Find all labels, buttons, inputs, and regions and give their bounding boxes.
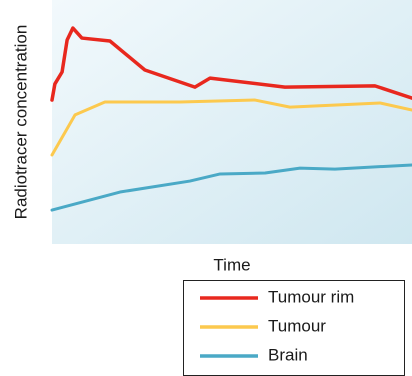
plot: [50, 26, 412, 212]
data-line: [50, 26, 412, 102]
data-line: [50, 98, 412, 157]
x-axis-label: Time: [213, 255, 250, 274]
plot-area: [52, 0, 412, 244]
legend: Tumour rim Tumour Brain: [200, 287, 354, 364]
legend-label: Tumour: [268, 316, 326, 335]
data-line: [50, 163, 412, 212]
y-axis-label: Radiotracer concentration: [11, 25, 30, 220]
legend-label: Tumour rim: [268, 287, 354, 306]
legend-label: Brain: [268, 345, 308, 364]
